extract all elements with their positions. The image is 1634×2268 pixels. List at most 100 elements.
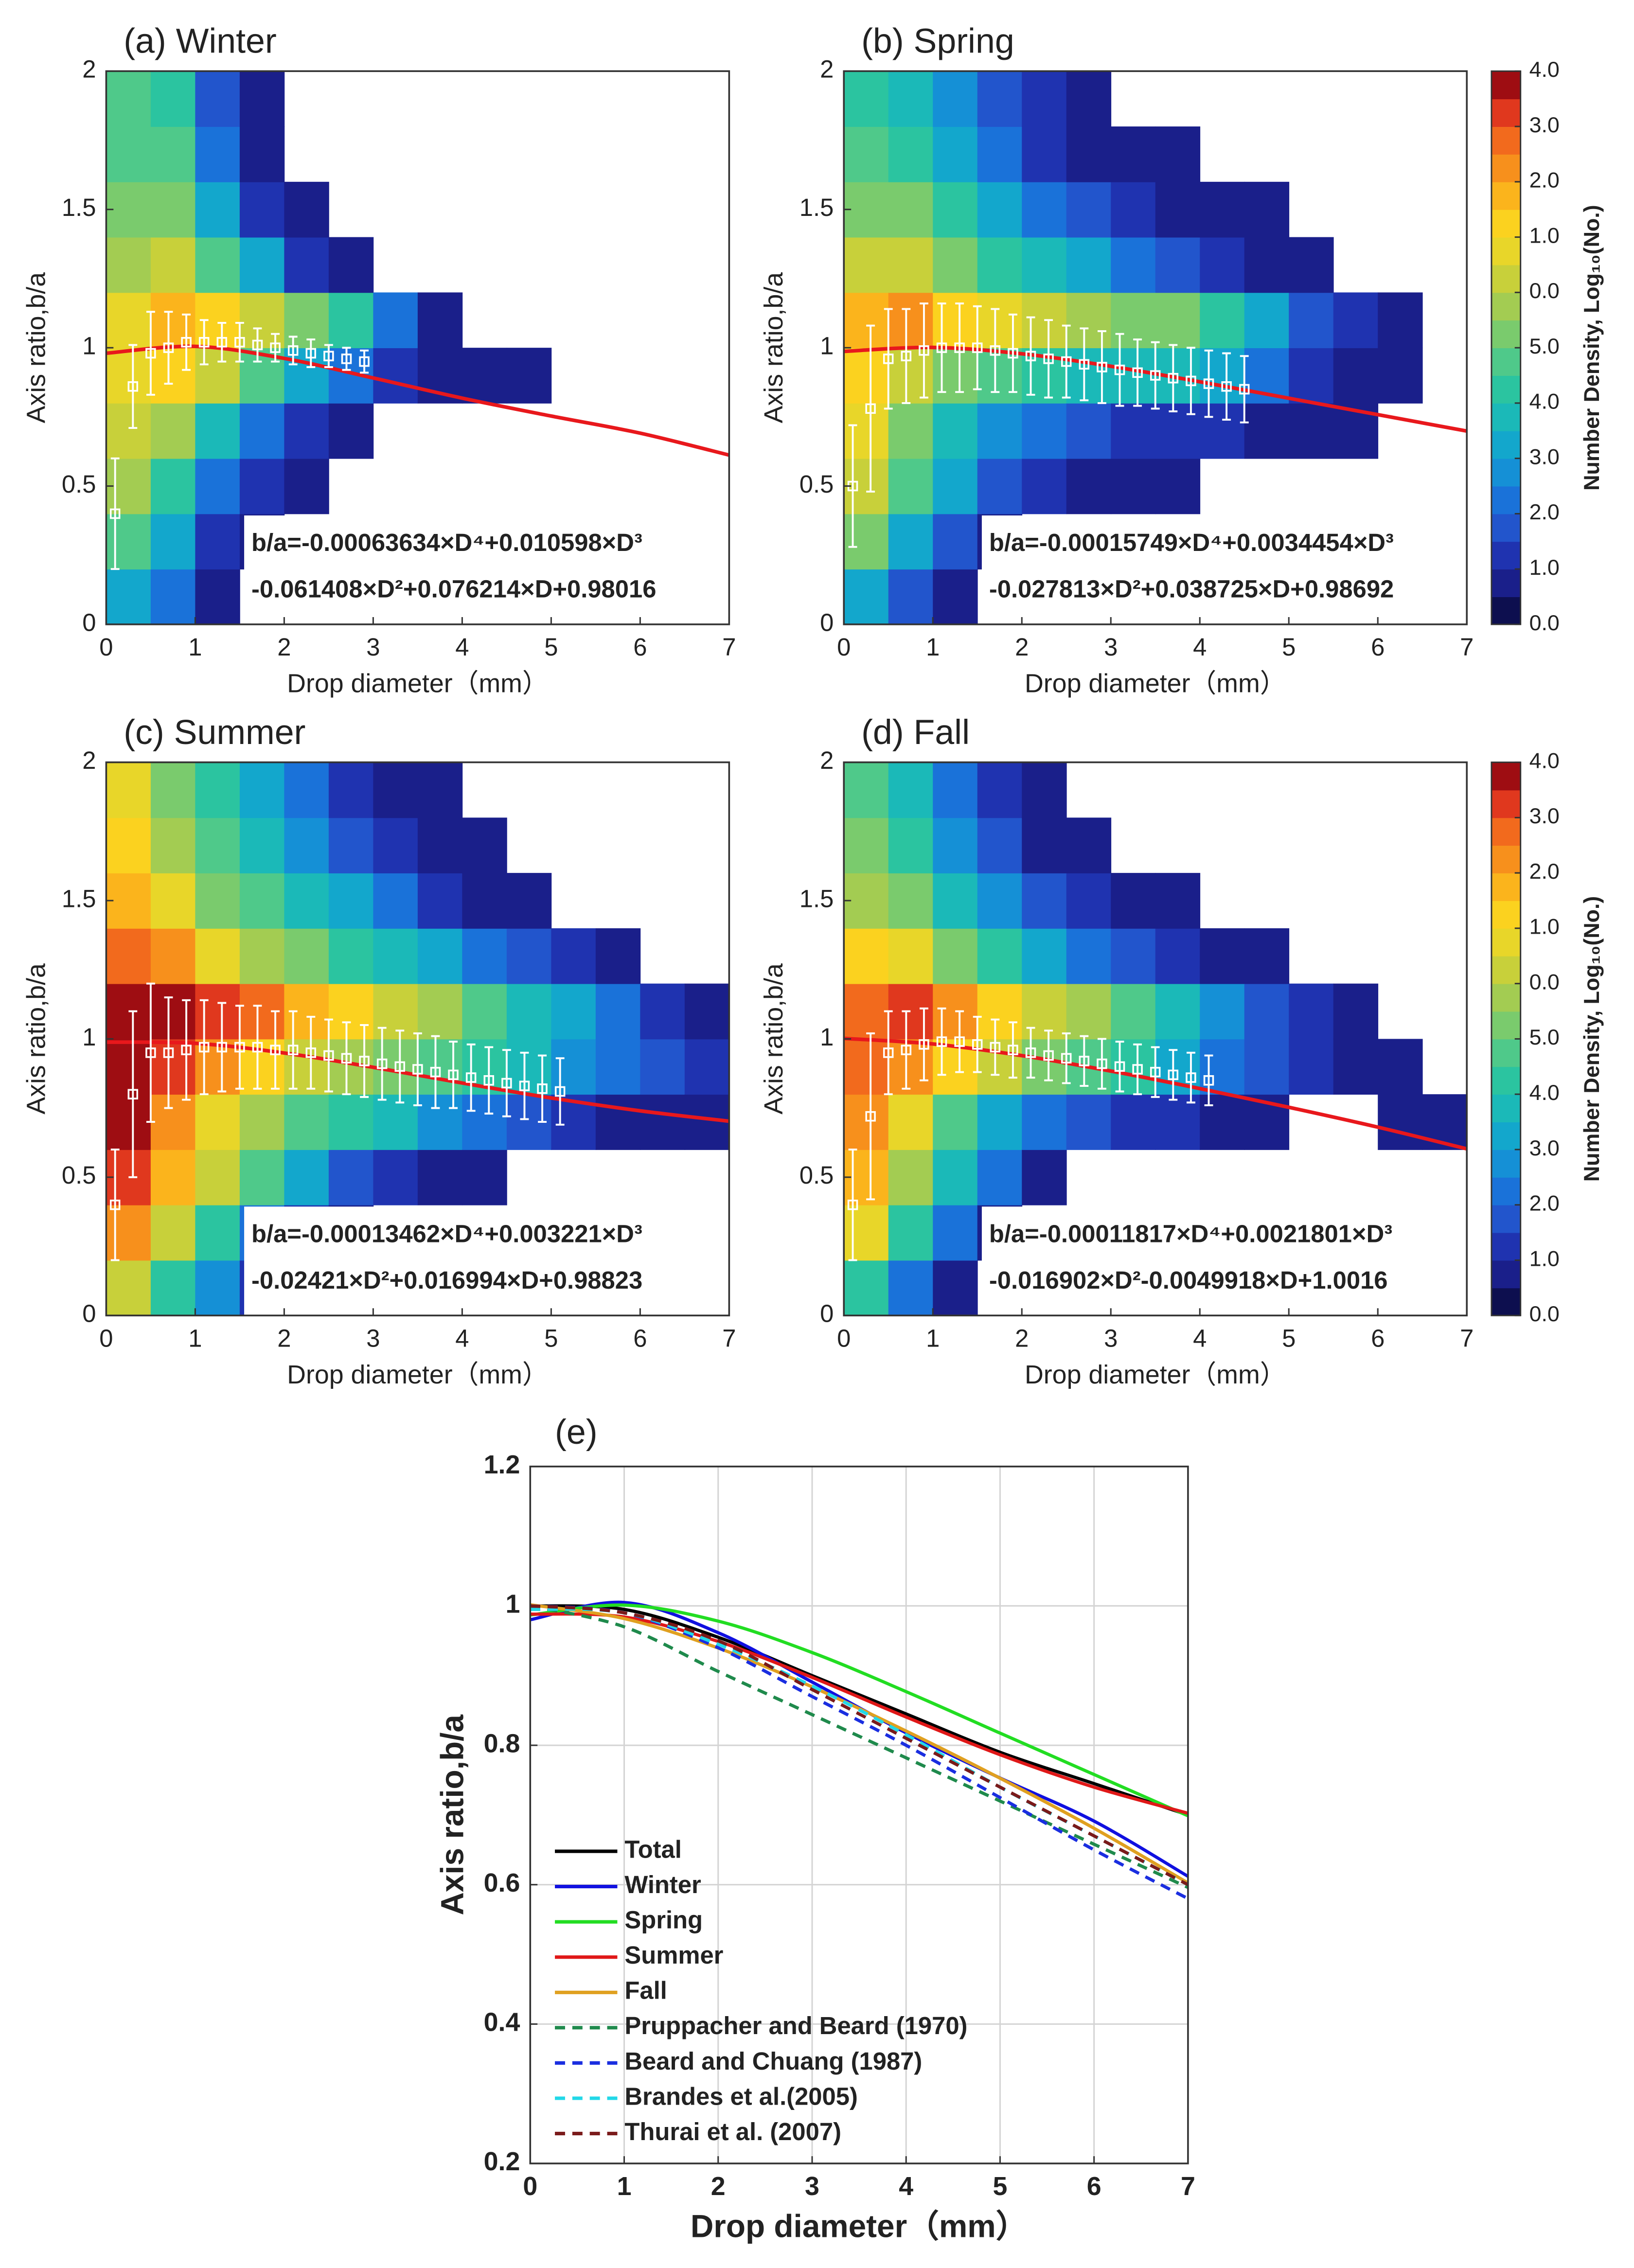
equation-line: -0.061408×D²+0.076214×D+0.98016	[251, 575, 656, 603]
y-tick-label: 0	[82, 1300, 96, 1328]
colorbar-tick-label: 3.0	[1529, 804, 1560, 828]
y-tick-label: 1.5	[799, 194, 834, 221]
heatmap-cell	[106, 1260, 151, 1316]
heatmap-cell	[506, 873, 552, 929]
error-bar	[1008, 313, 1018, 393]
mean-marker	[109, 1199, 121, 1210]
error-bar	[1186, 347, 1196, 415]
heatmap-cell	[933, 403, 978, 459]
heatmap-cell	[844, 292, 889, 349]
colorbar-tick-label: 2.0	[1529, 168, 1560, 193]
y-tick-label: 1.5	[799, 885, 834, 912]
error-bar	[181, 313, 192, 371]
heatmap-cell	[150, 348, 196, 404]
heatmap-cell	[1066, 928, 1112, 984]
mean-marker	[305, 348, 317, 359]
heatmap-cell	[977, 71, 1023, 127]
mean-marker	[1150, 1066, 1161, 1078]
error-bar	[847, 1149, 858, 1261]
mean-marker	[465, 1072, 477, 1083]
colorbar-swatch	[1491, 541, 1521, 570]
heatmap-cell	[150, 983, 196, 1040]
heatmap-cell	[239, 181, 285, 238]
colorbar-tick-label: 0.0	[1529, 279, 1560, 303]
heatmap-cell	[640, 1039, 685, 1095]
heatmap-cell	[977, 928, 1023, 984]
x-tick-label: 7	[1460, 1324, 1474, 1352]
heatmap-cell	[239, 71, 285, 127]
error-bar	[163, 311, 174, 385]
heatmap-cell	[844, 983, 889, 1040]
x-tick-label: 4	[1193, 633, 1207, 661]
error-bar	[1168, 344, 1179, 412]
x-tick-label: 0	[837, 633, 851, 661]
mean-marker	[234, 337, 245, 348]
heatmap-cell	[106, 514, 151, 570]
x-tick-label: 3	[366, 1324, 380, 1352]
error-bar	[901, 308, 912, 404]
heatmap-cell	[195, 1149, 240, 1205]
error-bar	[1097, 1038, 1107, 1090]
heatmap-cell	[888, 928, 934, 984]
colorbar-swatch	[1491, 597, 1521, 625]
heatmap-cell	[239, 403, 285, 459]
panel-title: (e)	[555, 1413, 598, 1452]
colorbar-swatch	[1491, 569, 1521, 597]
y-tick-label: 0.5	[62, 470, 96, 498]
error-bar	[127, 344, 139, 429]
mean-marker	[901, 1045, 912, 1055]
x-tick-label: 1	[617, 2172, 632, 2201]
heatmap-cell	[888, 126, 934, 182]
x-tick-label: 2	[277, 1324, 291, 1352]
heatmap-cell	[1244, 237, 1290, 293]
heatmap-cell	[1200, 1039, 1245, 1095]
error-bar	[990, 1018, 1001, 1076]
colorbar-tick-label: 2.0	[1529, 500, 1560, 524]
heatmap-cell	[150, 569, 196, 625]
heatmap-cell	[1111, 983, 1156, 1040]
x-tick-label: 6	[633, 633, 647, 661]
heatmap-cell	[106, 181, 151, 238]
panel-title: (a) Winter	[124, 22, 277, 61]
heatmap-cell	[933, 348, 978, 404]
mean-marker	[1114, 1061, 1125, 1072]
mean-marker	[305, 1047, 317, 1058]
heatmap-cell	[1244, 403, 1290, 459]
heatmap-cell	[1289, 1039, 1334, 1095]
heatmap-cell	[844, 873, 889, 929]
heatmap-cell	[933, 1205, 978, 1261]
heatmap-cell	[977, 237, 1023, 293]
heatmap-cell	[1155, 873, 1201, 929]
heatmap-cell	[373, 817, 418, 874]
colorbar-tick-label: 4.0	[1529, 748, 1560, 773]
mean-marker	[145, 348, 156, 359]
mean-marker	[954, 342, 965, 353]
y-tick-label: 0.5	[799, 470, 834, 498]
error-bar	[394, 1029, 406, 1104]
y-tick-label: 0	[82, 608, 96, 636]
heatmap-cell	[1066, 817, 1112, 874]
error-bar	[865, 1032, 876, 1201]
heatmap-cell	[462, 1094, 507, 1150]
x-tick-label: 1	[188, 633, 202, 661]
colorbar-label: Number Density, Log₁₀(No.)	[1580, 896, 1604, 1182]
heatmap-cell	[933, 181, 978, 238]
x-tick-label: 1	[926, 633, 940, 661]
heatmap-cell	[595, 928, 641, 984]
x-tick-label: 1	[926, 1324, 940, 1352]
heatmap-cell	[1200, 1094, 1245, 1150]
heatmap-cell	[1289, 348, 1334, 404]
heatmap-cell	[195, 1205, 240, 1261]
heatmap-cell	[1289, 983, 1334, 1040]
heatmap-cell	[933, 1149, 978, 1205]
heatmap-cell	[150, 126, 196, 182]
heatmap-cell	[373, 348, 418, 404]
heatmap-cell	[106, 458, 151, 514]
heatmap-cell	[373, 762, 418, 818]
heatmap-cell	[417, 1039, 463, 1095]
heatmap-cell	[1111, 1094, 1156, 1150]
y-axis-label: Axis ratio,b/a	[759, 272, 788, 424]
heatmap-cell	[150, 1039, 196, 1095]
heatmap-cell	[933, 762, 978, 818]
colorbar-swatch	[1491, 1149, 1521, 1178]
